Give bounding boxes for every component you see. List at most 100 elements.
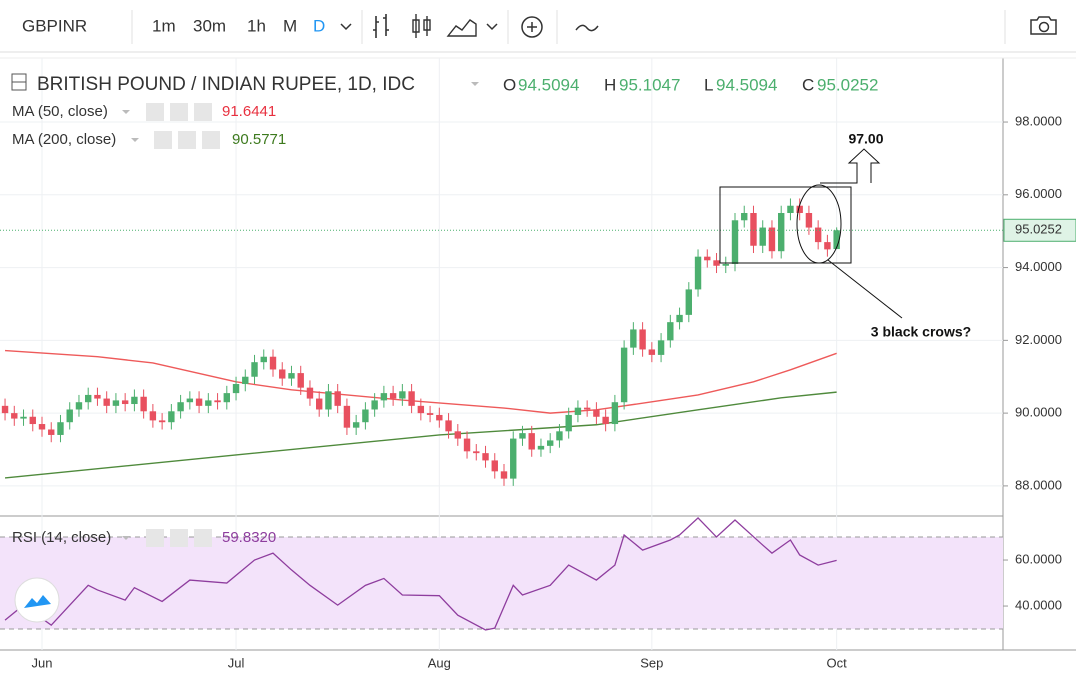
y-tick-label: 90.0000 [1015, 405, 1062, 420]
candle-body [94, 394, 101, 399]
y-tick-label: 94.0000 [1015, 259, 1062, 274]
candle-body [279, 369, 286, 379]
dropdown-icon[interactable] [340, 23, 352, 31]
rsi-line [4, 517, 837, 631]
candle-body [48, 429, 55, 435]
ohlc-key: L [704, 75, 713, 94]
candle-body [371, 400, 378, 410]
dropdown-icon[interactable] [122, 536, 130, 540]
ma-value: 91.6441 [222, 103, 276, 120]
candle-body [436, 414, 443, 421]
candle-body [223, 393, 230, 403]
dropdown-icon[interactable] [486, 23, 498, 31]
candle-body [519, 433, 526, 439]
area-icon[interactable] [446, 19, 477, 37]
candle-body [722, 263, 729, 266]
candle-body [824, 242, 831, 250]
ohlc-value: 95.0252 [817, 75, 878, 94]
candle-body [583, 407, 591, 410]
interval[interactable]: 1m [152, 16, 176, 35]
logo-mark[interactable] [24, 595, 51, 608]
candle-body [694, 256, 702, 290]
candle-body [473, 451, 480, 454]
candle-body [547, 440, 554, 446]
candle-body [537, 445, 545, 450]
legend-buttons [146, 103, 212, 121]
ma-value: 90.5771 [232, 131, 286, 148]
candle-body [177, 402, 184, 412]
candle-body [768, 227, 776, 252]
candle-body [232, 384, 240, 394]
dropdown-icon[interactable] [122, 110, 130, 114]
candle-body [528, 433, 535, 450]
candle-body [112, 400, 120, 406]
toolbar [0, 0, 1076, 52]
candle-body [242, 376, 249, 385]
candle-body [316, 398, 323, 410]
candle-body [639, 329, 646, 350]
ohlc-key: H [604, 75, 616, 94]
candle-body [205, 400, 212, 406]
snapshot-icon[interactable] [1030, 16, 1057, 35]
y-tick-label: 60.0000 [1015, 551, 1062, 566]
last-price-label: 95.0252 [1015, 222, 1062, 237]
ohlc-value: 95.1047 [619, 75, 680, 94]
legend-buttons [146, 529, 212, 547]
ma-line [4, 391, 837, 479]
candle-body [389, 393, 397, 399]
snapshot-lens[interactable] [1038, 21, 1050, 33]
candle-body [158, 420, 166, 423]
rsi-value: 59.8320 [222, 529, 276, 546]
bars-icon[interactable] [373, 14, 389, 38]
ma-line [4, 349, 837, 414]
interval[interactable]: M [283, 16, 297, 35]
candle-body [611, 402, 619, 425]
candle-body [565, 414, 572, 432]
ohlc-value: 94.5094 [716, 75, 777, 94]
y-tick-label: 96.0000 [1015, 186, 1062, 201]
candle-body [500, 471, 508, 479]
candle-body [759, 227, 766, 246]
candle-body [29, 416, 36, 425]
indicator-icon[interactable] [575, 24, 599, 32]
rsi-legend: RSI (14, close) [12, 529, 111, 546]
candle-body [343, 405, 351, 428]
add-icon[interactable] [521, 16, 543, 38]
logo[interactable] [14, 577, 60, 623]
candle-body [269, 356, 277, 370]
candle-body [399, 391, 406, 399]
interval[interactable]: 30m [193, 16, 226, 35]
candle-body [833, 230, 840, 250]
candle-body [260, 356, 267, 363]
legend-buttons [154, 131, 220, 149]
candle-body [75, 402, 83, 410]
candle-body [814, 227, 822, 243]
interval-active[interactable]: D [313, 16, 325, 35]
candle-body [306, 387, 314, 399]
dropdown-icon[interactable] [471, 82, 479, 86]
candle-body [38, 424, 46, 430]
candle-body [426, 413, 434, 415]
x-tick-label: Jun [32, 655, 53, 670]
marks [0, 198, 1003, 631]
add-icon-cross[interactable] [527, 22, 537, 32]
candle-body [463, 438, 471, 452]
rsi-band [0, 537, 1003, 630]
dropdown-icon[interactable] [131, 138, 139, 142]
candle-body [362, 409, 369, 423]
symbol[interactable]: GBPINR [22, 16, 87, 35]
candle-body [741, 213, 748, 221]
candle-body [657, 340, 665, 355]
candles-icon[interactable] [412, 14, 431, 38]
x-tick-label: Aug [428, 655, 451, 670]
candle-body [491, 460, 498, 472]
candle-body [482, 453, 489, 461]
annotation: 97.00 [848, 131, 883, 147]
candle-body [140, 396, 147, 412]
candle-body [676, 314, 683, 323]
candle-body [214, 400, 221, 403]
y-tick-label: 88.0000 [1015, 477, 1062, 492]
candle-body [731, 220, 739, 264]
interval[interactable]: 1h [247, 16, 266, 35]
x-tick-label: Sep [640, 655, 663, 670]
